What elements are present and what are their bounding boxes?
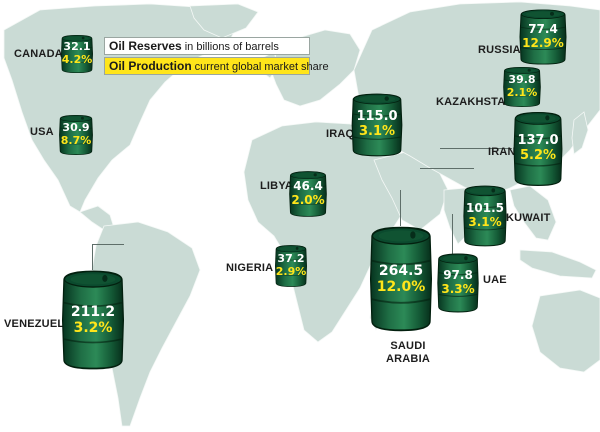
connector-venezuela <box>92 244 93 270</box>
barrel-kuwait-share: 3.1% <box>468 215 502 229</box>
barrel-kazakhstan-reserves: 39.8 <box>508 73 536 87</box>
barrel-venezuela-reserves: 211.2 <box>70 303 116 320</box>
country-label-kazakhstan: KAZAKHSTAN <box>436 96 514 108</box>
barrel-venezuela-share: 3.2% <box>73 320 113 336</box>
connector-kuwait <box>420 168 474 169</box>
connector-venezuela-h <box>92 244 124 245</box>
barrel-saudi-arabia-reserves: 264.5 <box>378 262 424 279</box>
country-label-saudi-arabia: SAUDI ARABIA <box>386 340 430 366</box>
country-label-kuwait: KUWAIT <box>506 212 551 224</box>
legend-production-label: Oil Production <box>109 59 192 73</box>
barrel-venezuela: 211.2 3.2% <box>60 268 126 372</box>
country-label-canada: CANADA <box>14 48 63 60</box>
country-label-libya: LIBYA <box>260 180 293 192</box>
barrel-iraq-share: 3.1% <box>358 124 396 139</box>
landmass-indonesia <box>519 249 597 279</box>
barrel-saudi-arabia-share: 12.0% <box>376 279 426 295</box>
barrel-uae: 97.8 3.3% <box>436 252 480 314</box>
connector-saudi-arabia <box>400 190 401 226</box>
landmass-north-america <box>3 3 241 213</box>
barrel-iraq: 115.0 3.1% <box>350 92 404 158</box>
barrel-nigeria: 37.2 2.9% <box>274 244 308 288</box>
country-label-venezuela: VENEZUELA <box>4 318 73 330</box>
country-label-usa: USA <box>30 126 54 138</box>
country-label-saudi-arabia-line2: ARABIA <box>386 353 430 365</box>
barrel-libya-share: 2.0% <box>291 193 325 207</box>
barrel-russia: 77.4 12.9% <box>518 8 568 66</box>
landmass-australia <box>531 289 600 373</box>
country-label-saudi-arabia-line1: SAUDI <box>390 340 426 352</box>
legend-production: Oil Production current global market shar… <box>104 57 329 75</box>
barrel-canada: 32.1 4.2% <box>60 34 94 74</box>
barrel-canada-reserves: 32.1 <box>63 40 91 54</box>
connector-iran <box>440 148 512 149</box>
country-label-iran: IRAN <box>488 146 516 158</box>
barrel-saudi-arabia: 264.5 12.0% <box>368 224 434 334</box>
barrel-nigeria-share: 2.9% <box>275 265 307 278</box>
barrel-iran-reserves: 137.0 <box>517 133 559 149</box>
country-label-russia: RUSSIA <box>478 44 521 56</box>
landmass-japan <box>571 111 589 155</box>
legend-production-desc: current global market share <box>194 61 329 73</box>
barrel-iraq-reserves: 115.0 <box>356 109 398 125</box>
legend-reserves-label: Oil Reserves <box>109 39 182 53</box>
legend-reserves-desc: in billions of barrels <box>184 41 279 53</box>
barrel-usa: 30.9 8.7% <box>58 114 94 156</box>
connector-uae <box>452 214 453 254</box>
barrel-libya: 46.4 2.0% <box>288 170 328 218</box>
barrel-iran-share: 5.2% <box>519 148 557 163</box>
legend-reserves: Oil Reserves in billions of barrels <box>104 37 310 55</box>
landmass-southeast-asia <box>509 185 557 241</box>
barrel-kazakhstan-share: 2.1% <box>506 86 538 99</box>
barrel-kuwait-reserves: 101.5 <box>466 201 504 216</box>
barrel-kazakhstan: 39.8 2.1% <box>502 66 542 108</box>
country-label-nigeria: NIGERIA <box>226 262 274 274</box>
barrel-usa-share: 8.7% <box>60 134 92 147</box>
barrel-nigeria-reserves: 37.2 <box>277 252 305 266</box>
country-label-uae: UAE <box>483 274 507 286</box>
barrel-kuwait: 101.5 3.1% <box>462 184 508 248</box>
barrel-russia-share: 12.9% <box>522 36 564 50</box>
legend: Oil Reserves in billions of barrels Oil P… <box>104 37 329 77</box>
barrel-canada-share: 4.2% <box>61 53 93 66</box>
barrel-libya-reserves: 46.4 <box>293 179 323 194</box>
barrel-iran: 137.0 5.2% <box>512 110 564 188</box>
barrel-uae-share: 3.3% <box>441 282 475 296</box>
barrel-uae-reserves: 97.8 <box>443 268 473 283</box>
barrel-usa-reserves: 30.9 <box>62 121 90 135</box>
country-label-iraq: IRAQ <box>326 128 355 140</box>
landmass-greenland <box>189 3 259 39</box>
barrel-russia-reserves: 77.4 <box>528 22 558 37</box>
